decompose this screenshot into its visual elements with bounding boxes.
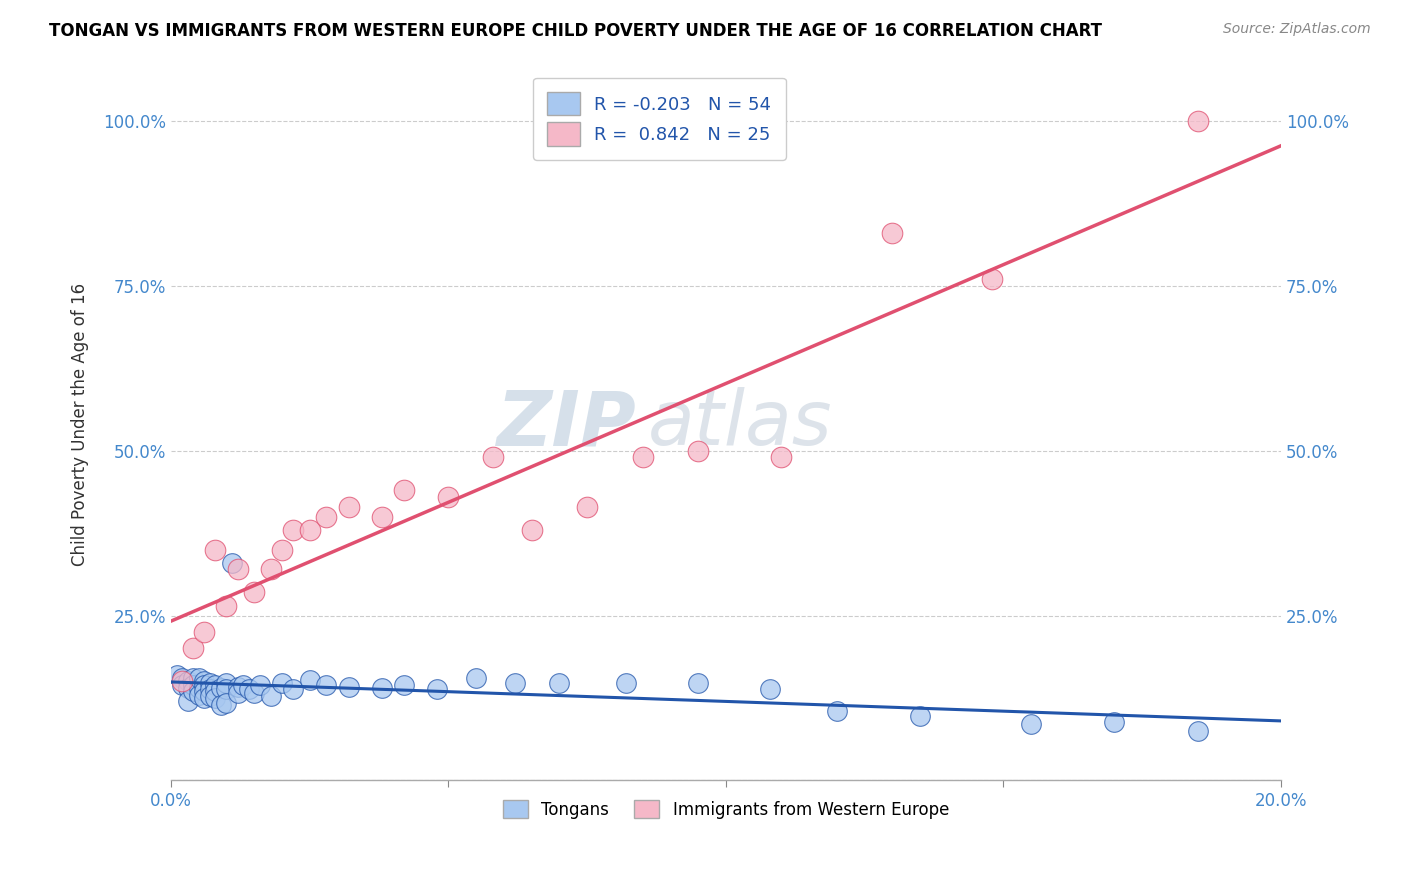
Point <box>908 708 931 723</box>
Point <box>209 698 232 712</box>
Point <box>631 450 654 465</box>
Point <box>176 681 198 695</box>
Point <box>249 678 271 692</box>
Point <box>271 675 294 690</box>
Point <box>981 272 1004 286</box>
Point <box>221 556 243 570</box>
Point <box>172 678 194 692</box>
Point <box>187 688 209 702</box>
Point <box>226 686 249 700</box>
Point <box>337 500 360 514</box>
Point <box>315 678 337 692</box>
Point <box>193 678 215 692</box>
Point <box>371 681 394 695</box>
Y-axis label: Child Poverty Under the Age of 16: Child Poverty Under the Age of 16 <box>72 283 89 566</box>
Point <box>181 684 204 698</box>
Point <box>260 562 283 576</box>
Point <box>281 523 304 537</box>
Point <box>1187 114 1209 128</box>
Text: Source: ZipAtlas.com: Source: ZipAtlas.com <box>1223 22 1371 37</box>
Text: ZIP: ZIP <box>498 387 637 461</box>
Point <box>688 675 710 690</box>
Point <box>1104 715 1126 730</box>
Point <box>176 674 198 689</box>
Point <box>215 682 238 697</box>
Point <box>482 450 505 465</box>
Point <box>181 671 204 685</box>
Point <box>392 483 415 498</box>
Point <box>337 680 360 694</box>
Point <box>198 675 221 690</box>
Point <box>437 490 460 504</box>
Point <box>209 681 232 695</box>
Point <box>465 671 488 685</box>
Point <box>271 542 294 557</box>
Point <box>882 227 904 241</box>
Point <box>503 675 526 690</box>
Point <box>204 690 226 705</box>
Point <box>215 696 238 710</box>
Text: TONGAN VS IMMIGRANTS FROM WESTERN EUROPE CHILD POVERTY UNDER THE AGE OF 16 CORRE: TONGAN VS IMMIGRANTS FROM WESTERN EUROPE… <box>49 22 1102 40</box>
Point <box>166 668 188 682</box>
Point <box>426 682 449 697</box>
Point <box>371 509 394 524</box>
Point <box>181 641 204 656</box>
Point <box>215 599 238 613</box>
Point <box>198 689 221 703</box>
Point <box>243 686 266 700</box>
Point <box>181 678 204 692</box>
Point <box>187 671 209 685</box>
Point <box>281 682 304 697</box>
Point <box>204 684 226 698</box>
Point <box>614 675 637 690</box>
Point <box>243 585 266 599</box>
Point <box>688 443 710 458</box>
Point <box>193 690 215 705</box>
Point <box>770 450 793 465</box>
Point <box>226 562 249 576</box>
Point <box>172 674 194 689</box>
Point <box>1187 723 1209 738</box>
Point <box>226 680 249 694</box>
Point <box>298 523 321 537</box>
Point <box>1019 717 1042 731</box>
Point <box>204 678 226 692</box>
Point <box>260 689 283 703</box>
Point <box>176 694 198 708</box>
Point <box>548 675 571 690</box>
Text: atlas: atlas <box>648 387 832 461</box>
Point <box>238 682 260 697</box>
Point <box>193 674 215 689</box>
Point <box>193 625 215 640</box>
Point <box>187 681 209 695</box>
Point <box>232 678 254 692</box>
Point <box>215 675 238 690</box>
Point <box>198 682 221 697</box>
Point <box>392 678 415 692</box>
Point <box>193 684 215 698</box>
Point <box>759 682 782 697</box>
Point <box>172 671 194 685</box>
Point <box>204 542 226 557</box>
Point <box>520 523 543 537</box>
Point <box>825 704 848 718</box>
Point <box>315 509 337 524</box>
Point <box>298 673 321 687</box>
Point <box>576 500 599 514</box>
Legend: Tongans, Immigrants from Western Europe: Tongans, Immigrants from Western Europe <box>496 793 956 825</box>
